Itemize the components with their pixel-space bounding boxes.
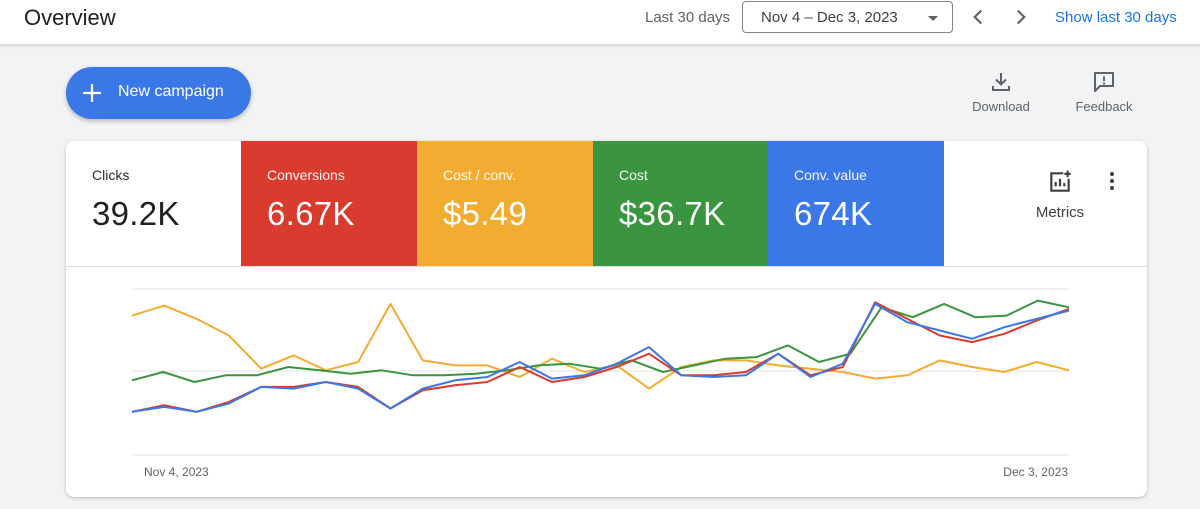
new-campaign-label: New campaign bbox=[118, 83, 224, 100]
feedback-button[interactable]: Feedback bbox=[1064, 70, 1144, 120]
more-vert-icon bbox=[1110, 172, 1114, 190]
download-label: Download bbox=[972, 99, 1030, 114]
metric-value: 6.67K bbox=[267, 195, 355, 232]
metric-tile-cost-per-conv[interactable]: Cost / conv. $5.49 bbox=[417, 141, 593, 266]
metric-tile-conv-value[interactable]: Conv. value 674K bbox=[768, 141, 944, 266]
metric-tile-conversions[interactable]: Conversions 6.67K bbox=[241, 141, 417, 266]
metric-value: 674K bbox=[794, 195, 873, 232]
metric-value: $5.49 bbox=[443, 195, 528, 232]
series-line-2 bbox=[131, 301, 1070, 413]
download-button[interactable]: Download bbox=[961, 70, 1041, 120]
top-bar: Overview Last 30 days Nov 4 – Dec 3, 202… bbox=[0, 0, 1200, 45]
metric-tile-clicks[interactable]: Clicks 39.2K bbox=[66, 141, 241, 266]
series-line-0 bbox=[131, 302, 1070, 390]
date-range-select[interactable]: Nov 4 – Dec 3, 2023 bbox=[742, 1, 953, 33]
metric-value: $36.7K bbox=[619, 195, 726, 232]
metrics-label: Metrics bbox=[1035, 204, 1085, 221]
caret-down-icon bbox=[928, 16, 938, 21]
next-period-button[interactable] bbox=[1008, 4, 1034, 30]
chevron-left-icon bbox=[973, 9, 983, 25]
page-title: Overview bbox=[24, 5, 116, 30]
new-campaign-button[interactable]: New campaign bbox=[66, 67, 251, 119]
add-chart-icon bbox=[1050, 170, 1071, 192]
more-options-button[interactable] bbox=[1102, 169, 1122, 193]
download-icon bbox=[992, 73, 1010, 91]
previous-period-button[interactable] bbox=[965, 4, 991, 30]
x-axis-end-label: Dec 3, 2023 bbox=[1003, 465, 1068, 479]
x-axis-start-label: Nov 4, 2023 bbox=[144, 465, 209, 479]
metric-label: Clicks bbox=[92, 167, 130, 183]
feedback-icon bbox=[1094, 72, 1114, 92]
show-last-30-days-link[interactable]: Show last 30 days bbox=[1055, 9, 1177, 26]
metric-label: Cost bbox=[619, 167, 648, 183]
metric-label: Cost / conv. bbox=[443, 167, 516, 183]
performance-line-chart: Nov 4, 2023 Dec 3, 2023 bbox=[131, 288, 1070, 479]
divider bbox=[66, 266, 1147, 267]
date-range-value: Nov 4 – Dec 3, 2023 bbox=[761, 9, 898, 26]
chevron-right-icon bbox=[1016, 9, 1026, 25]
metric-tile-cost[interactable]: Cost $36.7K bbox=[593, 141, 769, 266]
metrics-button[interactable]: Metrics bbox=[1026, 169, 1094, 221]
plus-icon bbox=[83, 84, 101, 102]
overview-card: Clicks 39.2K Conversions 6.67K Cost / co… bbox=[66, 141, 1147, 497]
date-range-label: Last 30 days bbox=[645, 9, 731, 26]
feedback-label: Feedback bbox=[1075, 99, 1133, 114]
metric-label: Conversions bbox=[267, 167, 345, 183]
metric-label: Conv. value bbox=[794, 167, 867, 183]
series-line-3 bbox=[131, 302, 1070, 413]
metric-value: 39.2K bbox=[92, 195, 180, 232]
